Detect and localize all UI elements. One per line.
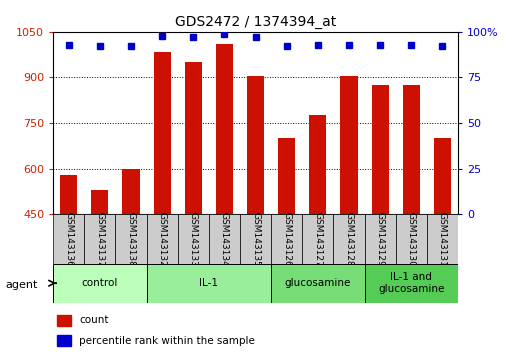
Bar xyxy=(271,214,301,264)
Text: GSM143132: GSM143132 xyxy=(157,212,166,266)
Bar xyxy=(216,44,232,214)
Bar xyxy=(340,76,357,214)
Text: GSM143126: GSM143126 xyxy=(282,212,290,266)
Bar xyxy=(57,315,71,326)
Bar xyxy=(184,62,201,214)
Text: count: count xyxy=(79,315,109,325)
Text: agent: agent xyxy=(5,280,37,290)
Bar xyxy=(426,214,457,264)
Text: GSM143136: GSM143136 xyxy=(64,211,73,267)
Bar xyxy=(433,138,450,214)
Text: GSM143137: GSM143137 xyxy=(95,211,104,267)
Text: GSM143128: GSM143128 xyxy=(344,212,353,266)
Bar xyxy=(57,335,71,346)
Bar xyxy=(209,214,239,264)
Bar xyxy=(271,264,364,303)
Bar xyxy=(309,115,326,214)
Bar xyxy=(91,190,108,214)
Bar xyxy=(371,85,388,214)
Text: GSM143135: GSM143135 xyxy=(250,211,260,267)
Bar xyxy=(115,214,146,264)
Text: GSM143130: GSM143130 xyxy=(406,211,415,267)
Bar xyxy=(301,214,333,264)
Text: GSM143131: GSM143131 xyxy=(437,211,446,267)
Bar xyxy=(246,76,264,214)
Title: GDS2472 / 1374394_at: GDS2472 / 1374394_at xyxy=(175,16,335,29)
Text: IL-1 and
glucosamine: IL-1 and glucosamine xyxy=(377,272,443,294)
Bar xyxy=(364,214,395,264)
Bar xyxy=(53,214,84,264)
Text: GSM143127: GSM143127 xyxy=(313,212,322,266)
Bar xyxy=(84,214,115,264)
Bar xyxy=(146,214,177,264)
Text: glucosamine: glucosamine xyxy=(284,278,350,288)
Bar xyxy=(122,169,139,214)
Bar xyxy=(53,264,146,303)
Text: GSM143134: GSM143134 xyxy=(220,212,228,266)
Bar xyxy=(153,52,170,214)
Text: control: control xyxy=(81,278,118,288)
Bar xyxy=(146,264,271,303)
Bar xyxy=(333,214,364,264)
Bar xyxy=(177,214,209,264)
Bar xyxy=(278,138,294,214)
Bar xyxy=(239,214,271,264)
Text: GSM143129: GSM143129 xyxy=(375,212,384,266)
Text: percentile rank within the sample: percentile rank within the sample xyxy=(79,336,255,346)
Bar xyxy=(364,264,457,303)
Text: GSM143138: GSM143138 xyxy=(126,211,135,267)
Bar xyxy=(402,85,419,214)
Bar xyxy=(395,214,426,264)
Text: GSM143133: GSM143133 xyxy=(188,211,197,267)
Text: IL-1: IL-1 xyxy=(199,278,218,288)
Bar xyxy=(60,175,77,214)
